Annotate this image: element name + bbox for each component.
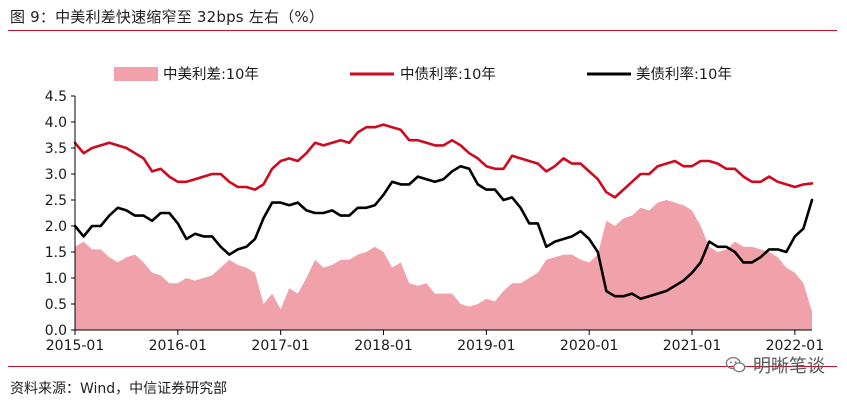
y-tick-label: 1.0 — [45, 271, 67, 287]
x-tick-label: 2016-01 — [149, 338, 208, 354]
rate-lines-layer — [73, 123, 814, 301]
chart: 中美利差:10年 中债利率:10年 美债利率:10年 0.0 0.5 1.0 1.5 2.0… — [45, 66, 824, 354]
y-tick-label: 0.0 — [45, 323, 67, 339]
legend-label: 美债利率:10年 — [636, 66, 732, 83]
x-tick-label: 2019-01 — [457, 338, 516, 354]
bottom-divider — [8, 366, 837, 367]
y-tick-label: 2.5 — [45, 193, 67, 209]
legend: 中美利差:10年 中债利率:10年 美债利率:10年 — [114, 66, 732, 83]
legend-label: 中美利差:10年 — [163, 66, 259, 83]
series-spread-area — [75, 200, 812, 330]
top-divider — [8, 30, 837, 31]
figure-title: 图 9：中美利差快速缩窄至 32bps 左右（%） — [10, 8, 325, 26]
wechat-icon — [725, 357, 746, 373]
x-tick-label: 2020-01 — [560, 338, 619, 354]
x-tick-label: 2021-01 — [663, 338, 722, 354]
spread-area-layer — [75, 200, 812, 330]
y-tick-label: 4.5 — [45, 89, 67, 105]
x-tick-label: 2017-01 — [251, 338, 310, 354]
x-tick-label: 2015-01 — [46, 338, 105, 354]
y-tick-label: 0.5 — [45, 297, 67, 313]
y-tick-label: 3.5 — [45, 141, 67, 157]
y-tick-label: 4.0 — [45, 115, 67, 131]
watermark-text: 明晰笔谈 — [753, 356, 825, 377]
y-tick-label: 2.0 — [45, 219, 67, 235]
watermark: 明晰笔谈 — [725, 352, 825, 378]
x-tick-label: 2018-01 — [354, 338, 413, 354]
legend-swatch-spread — [114, 67, 158, 81]
y-tick-label: 1.5 — [45, 245, 67, 261]
series-us-10y-line — [73, 164, 814, 301]
source-note: 资料来源：Wind，中信证券研究部 — [10, 381, 228, 397]
legend-label: 中债利率:10年 — [400, 66, 496, 83]
y-tick-label: 3.0 — [45, 167, 67, 183]
series-cn-10y-line — [73, 123, 814, 199]
axes: 0.0 0.5 1.0 1.5 2.0 2.5 3.0 3.5 4.0 4.5 2015-01 201… — [45, 89, 824, 354]
x-tick-label: 2022-01 — [766, 338, 825, 354]
